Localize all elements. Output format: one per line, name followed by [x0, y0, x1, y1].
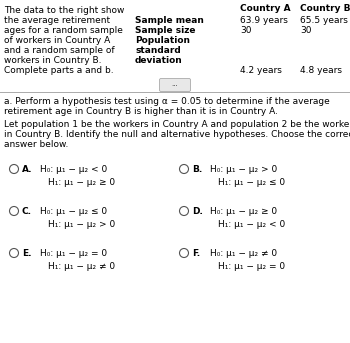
Text: H₀: μ₁ − μ₂ ≥ 0: H₀: μ₁ − μ₂ ≥ 0 — [210, 207, 277, 216]
Text: D.: D. — [192, 207, 203, 216]
Text: F.: F. — [192, 249, 200, 258]
Text: the average retirement: the average retirement — [4, 16, 110, 25]
Text: 63.9 years: 63.9 years — [240, 16, 288, 25]
Text: in Country B. Identify the null and alternative hypotheses. Choose the correct: in Country B. Identify the null and alte… — [4, 130, 350, 139]
Text: Let population 1 be the workers in Country A and population 2 be the workers: Let population 1 be the workers in Count… — [4, 120, 350, 129]
Text: Population: Population — [135, 36, 190, 45]
Text: H₁: μ₁ − μ₂ ≥ 0: H₁: μ₁ − μ₂ ≥ 0 — [48, 178, 115, 187]
Text: H₀: μ₁ − μ₂ > 0: H₀: μ₁ − μ₂ > 0 — [210, 165, 277, 174]
Text: H₀: μ₁ − μ₂ < 0: H₀: μ₁ − μ₂ < 0 — [40, 165, 107, 174]
Text: answer below.: answer below. — [4, 140, 68, 149]
Text: H₁: μ₁ − μ₂ ≠ 0: H₁: μ₁ − μ₂ ≠ 0 — [48, 262, 115, 271]
Text: 65.5 years: 65.5 years — [300, 16, 348, 25]
Text: Complete parts a and b.: Complete parts a and b. — [4, 66, 114, 75]
Text: Sample mean: Sample mean — [135, 16, 204, 25]
FancyBboxPatch shape — [160, 79, 190, 92]
Text: Country B: Country B — [300, 4, 350, 13]
Text: H₁: μ₁ − μ₂ = 0: H₁: μ₁ − μ₂ = 0 — [218, 262, 285, 271]
Text: a. Perform a hypothesis test using α = 0.05 to determine if the average: a. Perform a hypothesis test using α = 0… — [4, 97, 330, 106]
Text: A.: A. — [22, 165, 33, 174]
Text: The data to the right show: The data to the right show — [4, 6, 124, 15]
Text: 4.8 years: 4.8 years — [300, 66, 342, 75]
Text: ages for a random sample: ages for a random sample — [4, 26, 123, 35]
Text: 30: 30 — [240, 26, 252, 35]
Text: 30: 30 — [300, 26, 312, 35]
Text: H₁: μ₁ − μ₂ < 0: H₁: μ₁ − μ₂ < 0 — [218, 220, 285, 229]
Text: Country A: Country A — [240, 4, 290, 13]
Text: H₀: μ₁ − μ₂ = 0: H₀: μ₁ − μ₂ = 0 — [40, 249, 107, 258]
Text: C.: C. — [22, 207, 32, 216]
Text: deviation: deviation — [135, 56, 183, 65]
Text: workers in Country B.: workers in Country B. — [4, 56, 101, 65]
Text: retirement age in Country B is higher than it is in Country A.: retirement age in Country B is higher th… — [4, 107, 278, 116]
Text: H₁: μ₁ − μ₂ ≤ 0: H₁: μ₁ − μ₂ ≤ 0 — [218, 178, 285, 187]
Text: Sample size: Sample size — [135, 26, 196, 35]
Text: H₁: μ₁ − μ₂ > 0: H₁: μ₁ − μ₂ > 0 — [48, 220, 115, 229]
Text: H₀: μ₁ − μ₂ ≤ 0: H₀: μ₁ − μ₂ ≤ 0 — [40, 207, 107, 216]
Text: and a random sample of: and a random sample of — [4, 46, 115, 55]
Text: E.: E. — [22, 249, 32, 258]
Text: H₀: μ₁ − μ₂ ≠ 0: H₀: μ₁ − μ₂ ≠ 0 — [210, 249, 277, 258]
Text: 4.2 years: 4.2 years — [240, 66, 282, 75]
Text: standard: standard — [135, 46, 181, 55]
Text: of workers in Country A: of workers in Country A — [4, 36, 110, 45]
Text: B.: B. — [192, 165, 202, 174]
Text: ···: ··· — [172, 83, 178, 89]
